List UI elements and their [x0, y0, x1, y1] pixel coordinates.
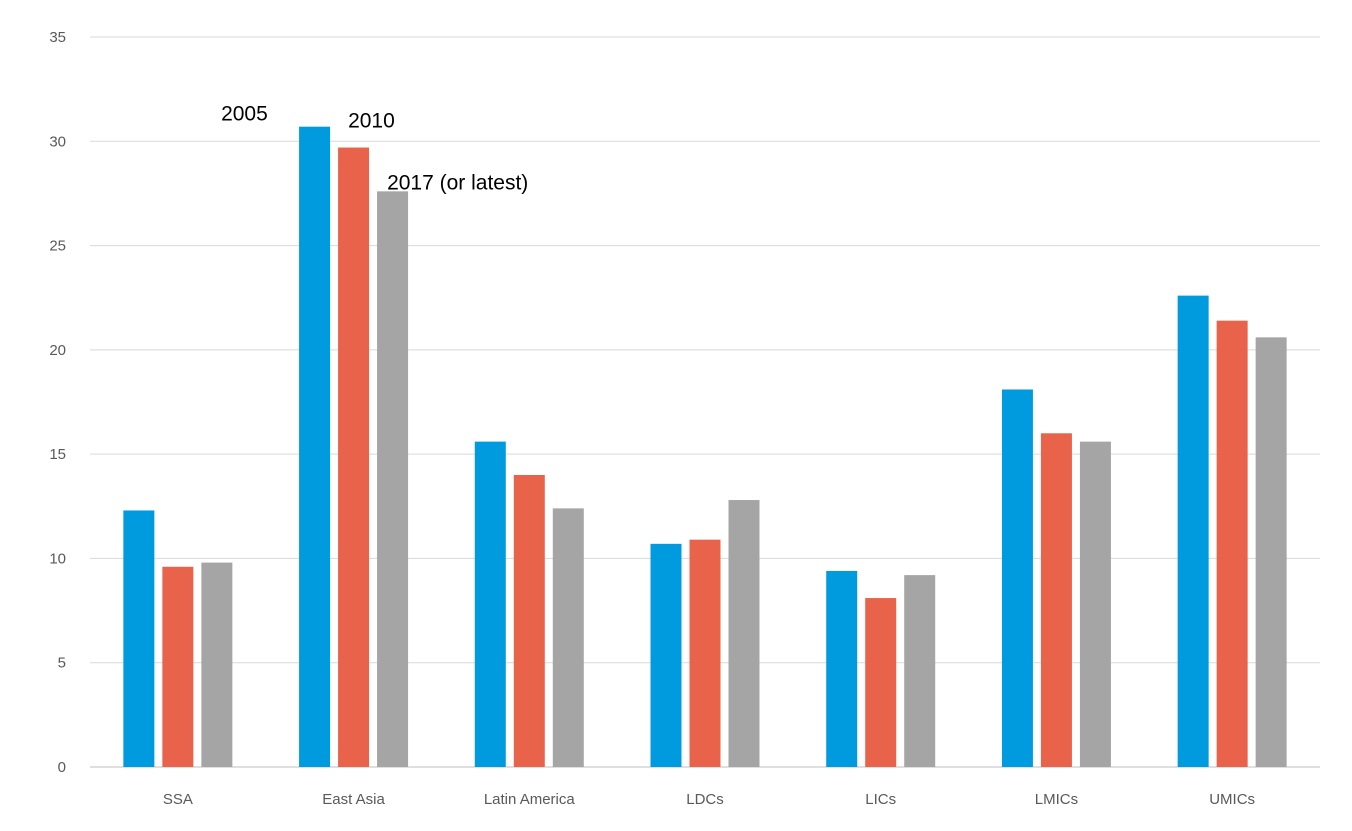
bar-2005-lmics — [1001, 389, 1033, 767]
y-tick-label: 5 — [58, 655, 66, 672]
bar-2010-umics — [1216, 320, 1248, 767]
y-tick-label: 30 — [49, 133, 66, 150]
y-tick-label: 0 — [58, 759, 66, 776]
y-tick-label: 25 — [49, 238, 66, 255]
bar-2005-lics — [826, 570, 858, 767]
y-tick-label: 15 — [49, 446, 66, 463]
series-annotations: 2005 2010 2017 (or latest) — [221, 103, 528, 195]
y-tick-label: 35 — [49, 29, 66, 46]
bars — [123, 126, 1287, 768]
series-annotation-2010: 2010 — [348, 110, 395, 133]
bar-2017-umics — [1255, 337, 1287, 767]
y-tick-label: 20 — [49, 342, 66, 359]
bar-2010-east-asia — [338, 147, 370, 768]
bar-2005-east-asia — [299, 126, 331, 767]
bar-2017-lmics — [1079, 441, 1111, 767]
x-axis-category-labels: SSA East Asia Latin America LDCs LICs LMICs UM… — [163, 791, 1255, 808]
x-category-label: LICs — [865, 791, 896, 808]
x-category-label: LDCs — [686, 791, 724, 808]
bar-2017-ldcs — [728, 500, 760, 767]
bar-2010-lics — [865, 598, 897, 767]
bar-2017-east-asia — [377, 191, 409, 768]
y-tick-label: 10 — [49, 550, 66, 567]
x-category-label: East Asia — [322, 791, 385, 808]
series-annotation-2017: 2017 (or latest) — [387, 171, 528, 194]
bar-2017-latin-america — [552, 508, 584, 767]
x-category-label: Latin America — [484, 791, 576, 808]
x-category-label: LMICs — [1035, 791, 1078, 808]
series-annotation-2005: 2005 — [221, 103, 268, 126]
bar-2005-umics — [1177, 295, 1209, 767]
bar-2010-latin-america — [513, 475, 545, 767]
bar-2010-ldcs — [689, 539, 721, 767]
bar-2010-lmics — [1040, 433, 1072, 767]
x-category-label: UMICs — [1209, 791, 1255, 808]
y-axis-tick-labels: 0 5 10 15 20 25 30 35 — [49, 29, 66, 776]
bar-2005-latin-america — [474, 441, 506, 767]
bar-2005-ldcs — [650, 543, 682, 767]
bar-2010-ssa — [162, 566, 194, 767]
x-category-label: SSA — [163, 791, 193, 808]
bar-2017-ssa — [201, 562, 233, 767]
bar-2005-ssa — [123, 510, 155, 767]
bar-2017-lics — [904, 575, 936, 767]
